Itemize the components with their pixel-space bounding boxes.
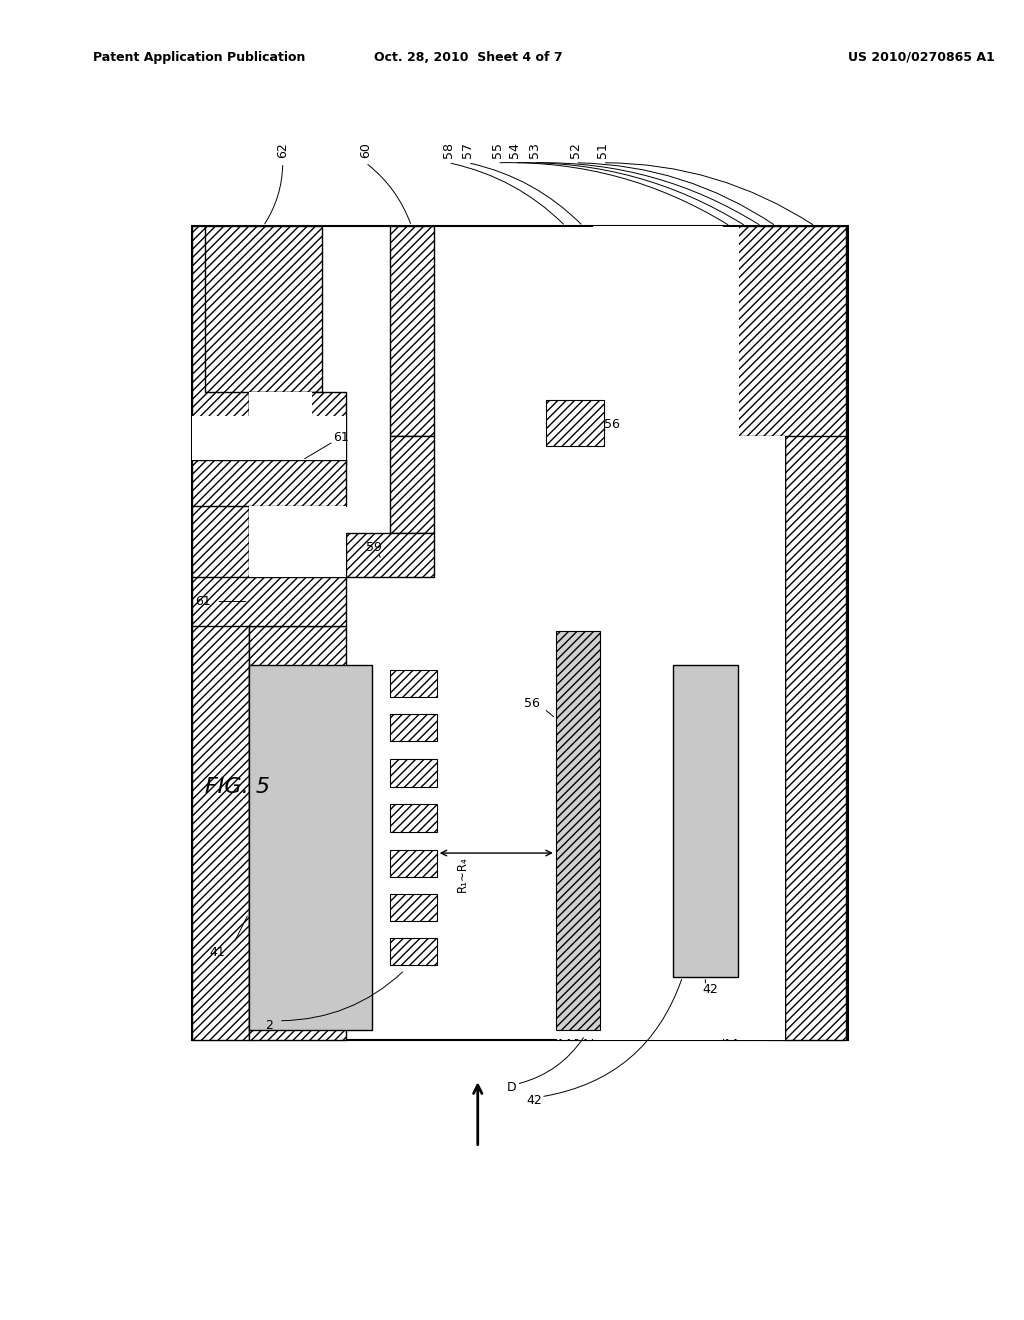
Bar: [390, 436, 434, 533]
Bar: [555, 227, 739, 1039]
Bar: [193, 226, 249, 1040]
Bar: [205, 226, 322, 392]
Bar: [738, 436, 768, 1040]
Bar: [249, 392, 312, 436]
Bar: [390, 850, 437, 878]
Bar: [575, 226, 592, 1040]
Text: FIG. 5: FIG. 5: [205, 776, 269, 797]
Bar: [723, 226, 846, 436]
Text: 51: 51: [596, 143, 609, 158]
Bar: [556, 631, 600, 1031]
Bar: [575, 367, 592, 401]
Bar: [768, 436, 784, 1040]
Text: 53: 53: [527, 143, 541, 158]
Text: Patent Application Publication: Patent Application Publication: [92, 51, 305, 63]
Bar: [390, 894, 437, 921]
Text: 41: 41: [210, 946, 225, 960]
Bar: [768, 226, 784, 1040]
Text: 52: 52: [568, 143, 582, 158]
Bar: [556, 226, 592, 367]
Bar: [193, 577, 346, 626]
Bar: [390, 669, 437, 697]
Bar: [193, 461, 346, 506]
Text: 54: 54: [508, 143, 521, 158]
Text: US 2010/0270865 A1: US 2010/0270865 A1: [848, 51, 995, 63]
Text: 61: 61: [195, 595, 211, 609]
Text: 2: 2: [265, 1019, 273, 1032]
Text: 42: 42: [526, 1094, 543, 1107]
Text: 56: 56: [604, 417, 621, 430]
Text: 59: 59: [366, 541, 382, 554]
Bar: [390, 759, 437, 787]
Text: 60: 60: [359, 143, 372, 158]
Bar: [193, 226, 848, 1040]
Text: 42: 42: [702, 983, 718, 997]
Bar: [390, 714, 437, 741]
Text: D: D: [507, 1081, 517, 1093]
Text: 55: 55: [490, 141, 504, 158]
Text: R₁∼R₄: R₁∼R₄: [457, 857, 469, 892]
Bar: [390, 939, 437, 965]
Text: 57: 57: [462, 141, 474, 158]
Bar: [249, 665, 373, 1031]
Bar: [723, 226, 738, 1040]
Bar: [249, 626, 346, 1040]
Bar: [754, 226, 768, 1040]
Text: 61: 61: [334, 432, 349, 445]
Bar: [556, 226, 738, 1040]
Bar: [784, 226, 846, 1040]
Bar: [390, 226, 434, 436]
Bar: [346, 533, 434, 577]
Text: Oct. 28, 2010  Sheet 4 of 7: Oct. 28, 2010 Sheet 4 of 7: [374, 51, 562, 63]
Bar: [390, 804, 437, 832]
Bar: [249, 392, 346, 465]
Bar: [546, 400, 604, 446]
Bar: [249, 465, 322, 562]
Bar: [768, 436, 784, 1040]
Bar: [738, 226, 754, 1040]
Bar: [673, 665, 738, 977]
Bar: [249, 506, 346, 577]
Text: 62: 62: [276, 143, 289, 158]
Text: 58: 58: [442, 141, 455, 158]
Bar: [193, 416, 346, 461]
Bar: [556, 226, 575, 1040]
Text: 56: 56: [523, 697, 540, 710]
